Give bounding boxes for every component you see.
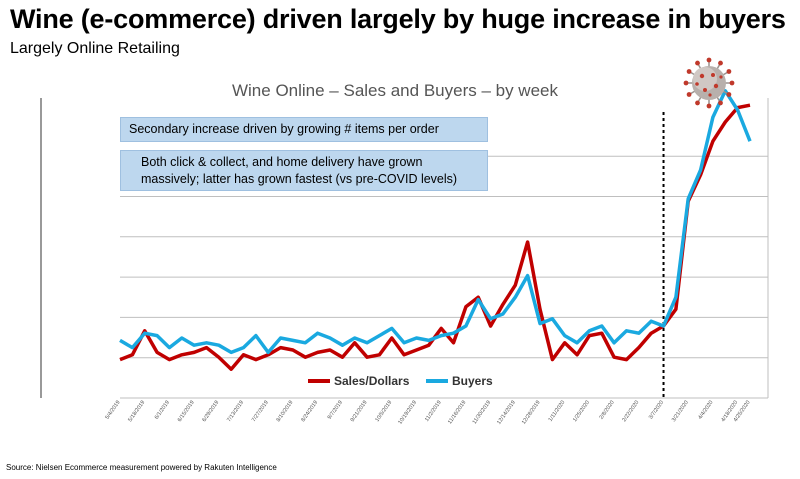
callout-items-per-order: Secondary increase driven by growing # i… — [120, 117, 488, 142]
x-tick-label: 11/16/2019 — [447, 400, 467, 426]
x-tick-label: 6/29/2019 — [202, 400, 221, 423]
x-tick-label: 11/30/2019 — [472, 400, 492, 426]
x-tick-label: 12/14/2019 — [496, 400, 517, 426]
x-tick-label: 9/21/2019 — [350, 400, 369, 423]
callout-click-collect: Both click & collect, and home delivery … — [120, 150, 488, 191]
x-tick-label: 12/28/2019 — [521, 400, 542, 426]
x-tick-label: 5/18/2019 — [127, 400, 146, 423]
x-tick-label: 10/5/2019 — [374, 400, 393, 423]
gridlines — [120, 155, 768, 399]
x-tick-label: 6/15/2019 — [177, 400, 196, 423]
x-tick-label: 7/27/2019 — [251, 400, 270, 423]
coronavirus-icon — [683, 57, 735, 109]
x-axis-ticks: 5/4/2019 5/18/2019 6/1/2019 6/15/2019 6/29/2… — [104, 400, 751, 426]
series-buyers-line — [119, 89, 752, 355]
headline: Wine (e-commerce) driven largely by huge… — [10, 4, 786, 34]
legend: Sales/Dollars Buyers — [308, 374, 493, 388]
x-tick-label: 1/25/2020 — [572, 400, 591, 423]
chart-title: Wine Online – Sales and Buyers – by week — [232, 81, 559, 100]
source-note: Source: Nielsen Ecommerce measurement po… — [6, 463, 277, 472]
x-tick-label: 10/19/2019 — [397, 400, 418, 426]
x-tick-label: 3/7/2020 — [648, 400, 665, 421]
legend-sales-label: Sales/Dollars — [334, 374, 410, 388]
x-tick-label: 3/21/2020 — [671, 400, 690, 423]
x-tick-label: 1/11/2020 — [548, 400, 567, 423]
x-tick-label: 2/22/2020 — [622, 400, 641, 423]
x-tick-label: 11/2/2019 — [424, 400, 443, 423]
x-tick-label: 5/4/2019 — [104, 400, 121, 421]
subheadline: Largely Online Retailing — [10, 40, 180, 57]
x-tick-label: 9/7/2019 — [327, 400, 344, 421]
x-tick-label: 8/10/2019 — [276, 400, 295, 423]
x-tick-label: 8/24/2019 — [300, 400, 319, 423]
x-tick-label: 2/8/2020 — [599, 400, 616, 421]
x-tick-label: 7/13/2019 — [226, 400, 245, 423]
legend-buyers-label: Buyers — [452, 374, 493, 388]
x-tick-label: 6/1/2019 — [154, 400, 171, 421]
x-tick-label: 4/4/2020 — [697, 400, 714, 421]
series-lines — [119, 89, 752, 371]
